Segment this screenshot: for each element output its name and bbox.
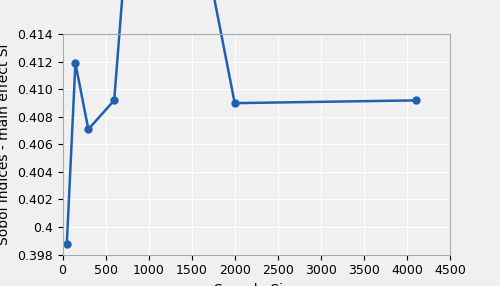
X-axis label: Sample Size: Sample Size [214, 283, 299, 286]
Y-axis label: Sobol indices - main effect Si: Sobol indices - main effect Si [0, 44, 12, 245]
